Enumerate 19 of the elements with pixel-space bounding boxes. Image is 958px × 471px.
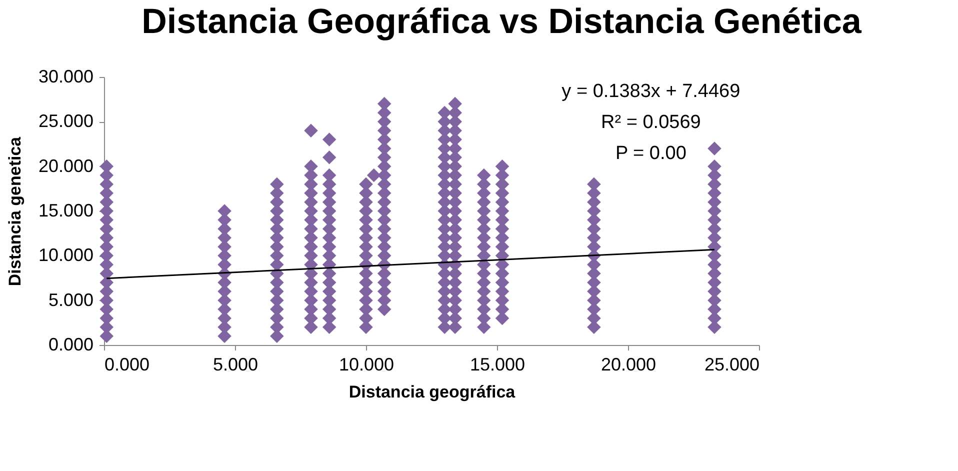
y-axis-title: Distancia genetica xyxy=(5,136,24,286)
x-tick-label: 25.000 xyxy=(704,354,760,374)
annotation: P = 0.00 xyxy=(615,143,686,164)
y-tick-label: 20.000 xyxy=(38,156,94,176)
x-tick-label: 15.000 xyxy=(470,354,526,374)
y-tick-label: 5.000 xyxy=(48,290,94,310)
y-tick-label: 25.000 xyxy=(38,111,94,132)
y-tick-label: 0.000 xyxy=(48,334,94,354)
x-axis-title: Distancia geográfica xyxy=(348,382,516,402)
annotation: R² = 0.0569 xyxy=(601,112,701,133)
y-tick-label: 15.000 xyxy=(38,200,94,220)
x-tick-label: 5.000 xyxy=(212,354,258,374)
annotation: y = 0.1383x + 7.4469 xyxy=(562,81,740,102)
y-tick-label: 30.000 xyxy=(38,66,94,86)
x-tick-label: 0.000 xyxy=(104,354,150,374)
x-tick-label: 10.000 xyxy=(338,354,394,374)
x-tick-label: 20.000 xyxy=(600,354,656,374)
y-tick-label: 10.000 xyxy=(38,245,94,266)
chart-title: Distancia Geográfica vs Distancia Genética xyxy=(142,2,862,41)
